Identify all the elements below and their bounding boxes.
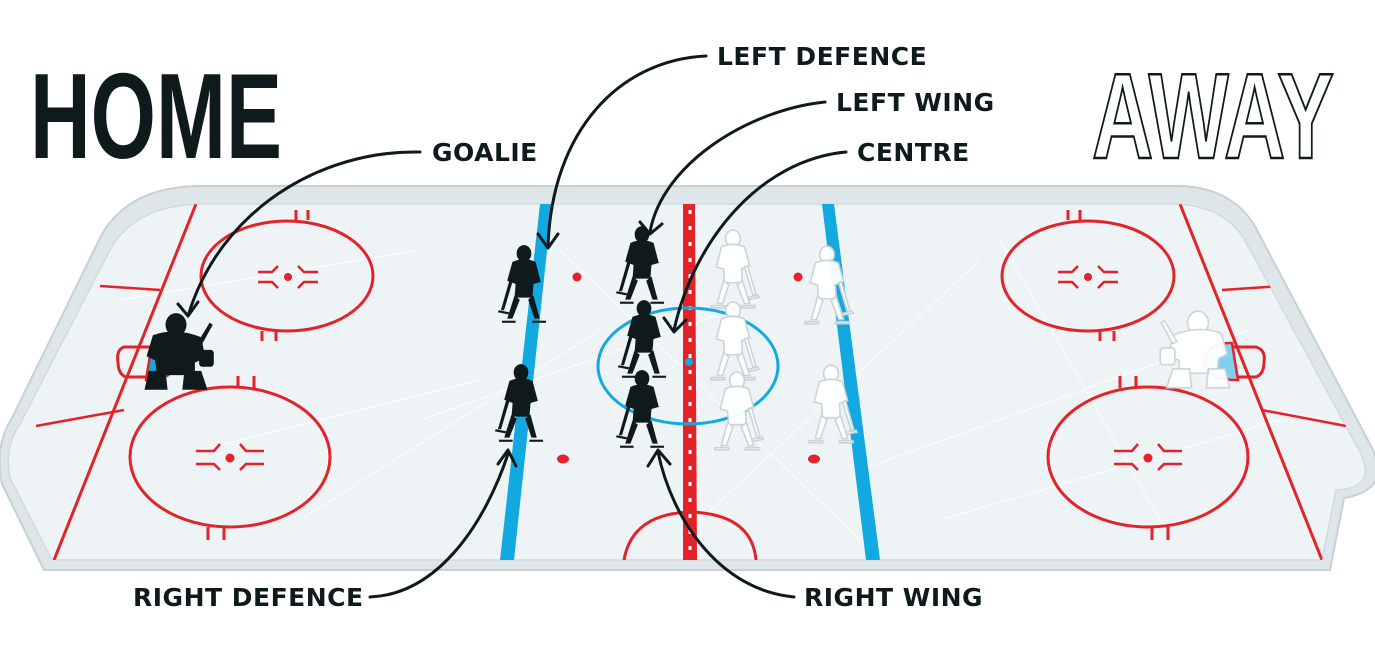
arrow-head	[646, 448, 672, 468]
centre-faceoff-circle	[596, 306, 780, 426]
right-defence-arrow	[368, 452, 510, 599]
arrow-head	[662, 316, 688, 334]
goalie-arrow	[186, 150, 422, 318]
neutral-dot	[557, 454, 569, 464]
hockey-rink	[0, 185, 1375, 571]
goal-line-away	[1178, 204, 1324, 560]
arrow-head	[536, 232, 560, 250]
goalie-label: GOALIE	[432, 138, 538, 167]
right-defence-label: RIGHT DEFENCE	[133, 583, 364, 612]
home-team-title: HOME	[30, 48, 282, 184]
referee-crease	[622, 510, 758, 560]
arrow-head	[496, 448, 518, 468]
left-defence-arrow	[546, 54, 708, 248]
home-goal-net	[116, 345, 152, 379]
away-faceoff-circle-top	[1000, 210, 1176, 341]
neutral-dot	[808, 454, 820, 464]
away-faceoff-circle-bottom	[1046, 376, 1250, 540]
left-wing-arrow	[648, 100, 827, 234]
neutral-dot	[572, 272, 582, 282]
goal-line-home	[52, 204, 198, 560]
callout-arrows	[176, 54, 848, 599]
away-team-title: AWAY	[1092, 48, 1334, 184]
away-goal-net	[1232, 345, 1266, 379]
left-wing-label: LEFT WING	[836, 88, 995, 117]
home-faceoff-circle-top	[199, 210, 375, 341]
arrow-head	[176, 300, 200, 318]
centre-arrow	[672, 150, 848, 332]
left-defence-label: LEFT DEFENCE	[717, 42, 927, 71]
centre-label: CENTRE	[857, 138, 970, 167]
neutral-dot	[793, 272, 803, 282]
centre-faceoff-dot	[685, 358, 693, 366]
arrow-head	[638, 220, 664, 236]
centre-red-line	[683, 204, 697, 560]
right-wing-label: RIGHT WING	[804, 583, 983, 612]
right-wing-arrow	[656, 450, 796, 599]
home-faceoff-circle-bottom	[128, 376, 332, 540]
